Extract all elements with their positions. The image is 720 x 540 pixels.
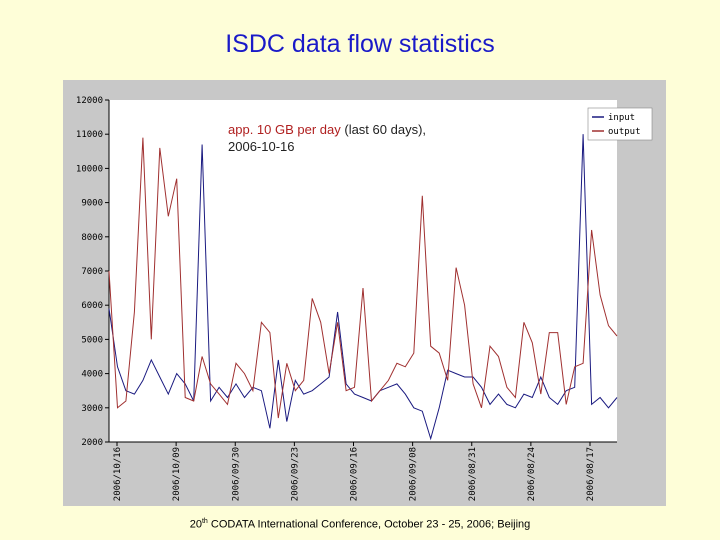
footer-text: CODATA International Conference, October… xyxy=(207,518,531,531)
x-tick-label: 2006/08/24 xyxy=(527,447,537,501)
legend-box xyxy=(587,107,653,141)
plot-area xyxy=(109,100,617,442)
y-axis: 2000 3000 4000 5000 6000 7000 8000 9000 10000 110… xyxy=(76,96,110,448)
series-group xyxy=(108,134,618,441)
y-tick-label: 9000 xyxy=(81,199,103,209)
footer-sup: th xyxy=(201,518,208,525)
legend: input output xyxy=(587,107,653,141)
y-tick-label: 2000 xyxy=(81,438,103,448)
x-tick-label: 2006/10/09 xyxy=(172,447,182,501)
chart-annotation: app. 10 GB per day (last 60 days), 2006-… xyxy=(228,121,426,155)
line-chart: 2000 3000 4000 5000 6000 7000 8000 9000 10000 110… xyxy=(76,96,653,501)
y-tick-label: 12000 xyxy=(76,96,103,106)
y-tick-label: 3000 xyxy=(81,404,103,414)
y-tick-label: 11000 xyxy=(76,130,103,140)
x-tick-label: 2006/09/16 xyxy=(350,447,360,501)
legend-label-output: output xyxy=(608,127,641,137)
x-tick-label: 2006/08/17 xyxy=(586,447,596,501)
annotation-date: 2006-10-16 xyxy=(228,139,295,154)
annotation-highlight: app. 10 GB per day xyxy=(228,122,341,137)
y-tick-label: 4000 xyxy=(81,370,103,380)
y-tick-label: 6000 xyxy=(81,301,103,311)
slide-title: ISDC data flow statistics xyxy=(225,30,495,58)
annotation-rest: (last 60 days), xyxy=(340,122,427,137)
y-tick-label: 10000 xyxy=(76,164,103,174)
y-tick-label: 7000 xyxy=(81,267,103,277)
x-tick-label: 2006/09/30 xyxy=(231,447,241,501)
footer-ordinal: 20 xyxy=(189,518,202,531)
x-tick-label: 2006/10/16 xyxy=(113,447,123,501)
x-tick-label: 2006/08/31 xyxy=(468,447,478,501)
series-output-line xyxy=(108,137,618,419)
chart-panel: 2000 3000 4000 5000 6000 7000 8000 9000 10000 110… xyxy=(63,80,666,506)
y-tick-label: 8000 xyxy=(81,233,103,243)
x-axis: 2006/10/16 2006/10/09 2006/09/30 2006/09/23… xyxy=(109,441,617,501)
y-tick-label: 5000 xyxy=(81,335,103,345)
legend-label-input: input xyxy=(608,113,635,123)
x-tick-label: 2006/09/08 xyxy=(409,447,419,501)
slide-footer: 20th CODATA International Conference, Oc… xyxy=(0,518,720,531)
x-tick-label: 2006/09/23 xyxy=(290,447,300,501)
